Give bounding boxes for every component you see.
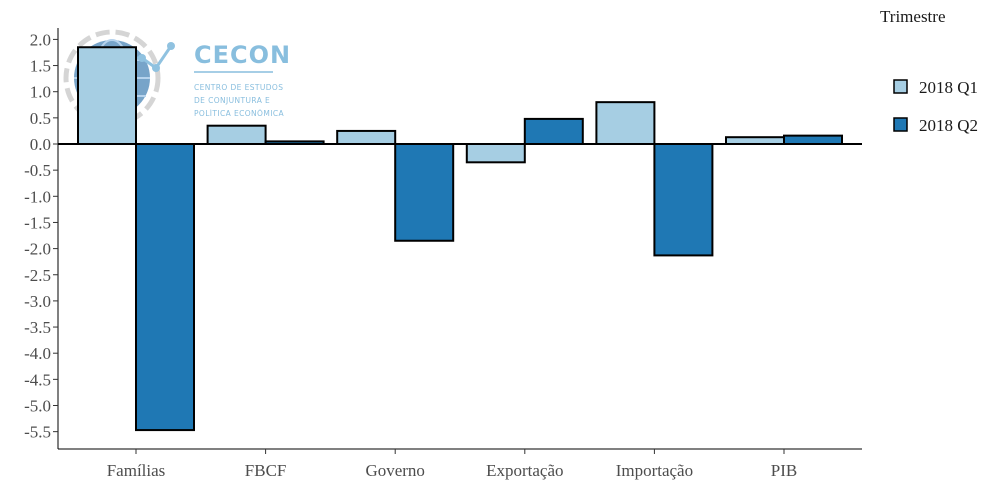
bar-fbcf-2018-q1 [206, 124, 267, 145]
legend-title: Trimestre [880, 7, 946, 26]
bars-group [77, 46, 843, 432]
x-tick-label: PIB [771, 461, 797, 480]
watermark-line-2: DE CONJUNTURA E [194, 96, 270, 105]
x-ticks-group: Famílias FBCF Governo Exportação Importação P… [107, 449, 797, 480]
watermark-line-1: CENTRO DE ESTUDOS [194, 83, 283, 92]
bar-exportacao-2018-q2 [523, 117, 584, 146]
y-tick-label: 0.0 [30, 135, 51, 154]
x-tick-label: Exportação [486, 461, 563, 480]
y-tick-label: -1.5 [24, 213, 51, 232]
y-tick-label: -5.0 [24, 397, 51, 416]
legend: Trimestre 2018 Q1 2018 Q2 [880, 7, 978, 135]
y-tick-label: -4.5 [24, 370, 51, 389]
bar-governo-2018-q1 [336, 129, 397, 146]
y-tick-label: 1.0 [30, 83, 51, 102]
y-ticks-group: 2.0 1.5 1.0 0.5 0.0 -0.5 -1.0 -1.5 -2.0 -2.5 -3.0 -… [24, 30, 58, 442]
axes-group [57, 28, 862, 450]
bar-familias-2018-q2 [135, 143, 195, 432]
y-tick-label: -0.5 [24, 161, 51, 180]
watermark-title: CECON [194, 41, 291, 69]
y-tick-label: -5.5 [24, 423, 51, 442]
bar-importacao-2018-q2 [653, 143, 714, 257]
x-tick-label: FBCF [245, 461, 287, 480]
y-tick-label: 1.5 [30, 57, 51, 76]
x-tick-label: Governo [365, 461, 424, 480]
y-tick-label: -2.5 [24, 266, 51, 285]
bar-pib-2018-q2 [783, 134, 843, 146]
bar-governo-2018-q2 [394, 143, 455, 242]
bar-familias-2018-q1 [77, 46, 137, 145]
bar-pib-2018-q1 [725, 136, 785, 146]
x-tick-label: Importação [616, 461, 693, 480]
legend-swatch-2018-q2 [893, 117, 908, 132]
legend-label-2018-q1: 2018 Q1 [919, 78, 978, 97]
y-tick-label: 0.5 [30, 109, 51, 128]
y-tick-label: -2.0 [24, 240, 51, 259]
y-tick-label: 2.0 [30, 30, 51, 49]
legend-label-2018-q2: 2018 Q2 [919, 116, 978, 135]
y-tick-label: -1.0 [24, 187, 51, 206]
bar-importacao-2018-q1 [595, 101, 656, 146]
y-tick-label: -4.0 [24, 344, 51, 363]
y-tick-label: -3.5 [24, 318, 51, 337]
legend-swatch-2018-q1 [893, 79, 908, 94]
bar-exportacao-2018-q1 [465, 143, 526, 164]
y-tick-label: -3.0 [24, 292, 51, 311]
x-tick-label: Famílias [107, 461, 166, 480]
watermark-line-3: POLÍTICA ECONÔMICA [194, 109, 284, 118]
